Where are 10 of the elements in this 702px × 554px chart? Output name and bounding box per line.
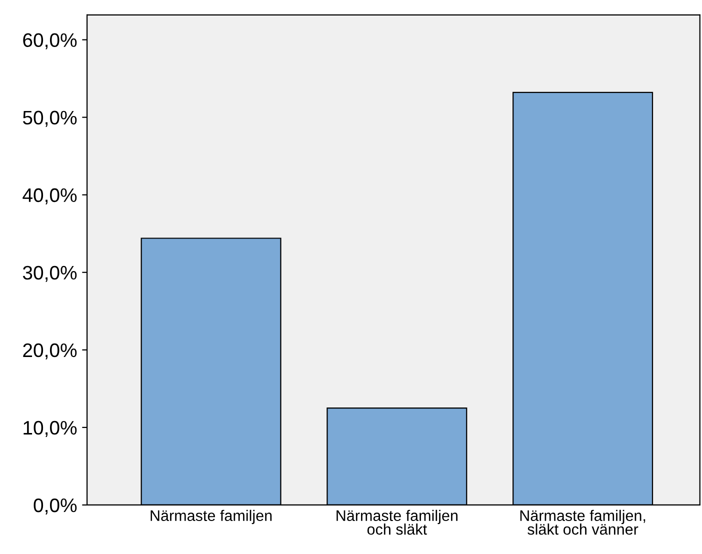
y-tick-label: 40,0% <box>22 188 77 204</box>
y-tick-label: 0,0% <box>34 498 77 515</box>
y-tick-label: 60,0% <box>23 33 77 50</box>
x-tick-label: Närmaste familjen och släkt <box>336 510 458 535</box>
y-tick-label: 20,0% <box>23 343 77 360</box>
y-tick-label: 50,0% <box>22 110 77 127</box>
y-tick-label: 10,0% <box>24 420 77 437</box>
x-tick-label: Närmaste familjen, släkt och vänner <box>520 510 646 535</box>
y-tick-label: 30,0% <box>22 266 77 282</box>
x-tick-label: Närmaste familjen <box>150 510 272 524</box>
